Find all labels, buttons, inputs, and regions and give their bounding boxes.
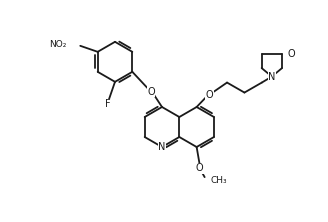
Text: O: O <box>206 89 214 99</box>
Text: O: O <box>196 163 203 173</box>
Text: CH₃: CH₃ <box>211 176 227 185</box>
Text: NO₂: NO₂ <box>49 40 66 49</box>
Text: O: O <box>287 50 295 59</box>
Text: N: N <box>268 71 276 81</box>
Text: F: F <box>105 99 111 109</box>
Text: N: N <box>158 142 166 152</box>
Text: O: O <box>147 87 155 97</box>
